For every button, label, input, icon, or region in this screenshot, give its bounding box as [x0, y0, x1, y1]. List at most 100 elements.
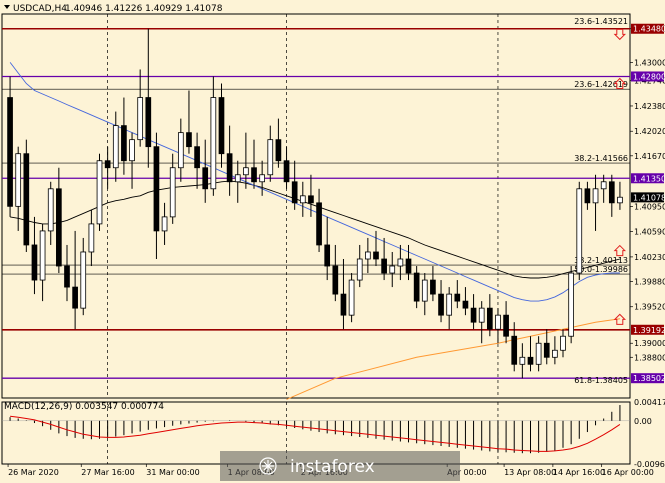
candle-body-32: [267, 139, 274, 176]
candle-27: [226, 125, 233, 196]
time-label-8: 16 Apr 00:00: [602, 468, 654, 477]
candle-body-50: [413, 272, 420, 302]
price-tick-10: 1.39520: [634, 303, 665, 312]
candle-body-16: [137, 97, 144, 141]
candle-22: [186, 90, 192, 154]
candle-body-25: [210, 97, 217, 190]
price-label-10: 1.38502: [633, 374, 665, 383]
arrows-layer: [613, 28, 627, 325]
candle-60: [495, 308, 501, 344]
arrow-up-icon-1: [613, 77, 627, 89]
time-label-2: 31 Mar 00:00: [146, 468, 199, 477]
candle-body-69: [568, 272, 574, 337]
price-label-2: 1.42800: [633, 72, 665, 81]
price-tick-11: 1.39000: [634, 339, 665, 348]
candle-body-1: [15, 153, 22, 207]
candle-7: [64, 244, 70, 302]
candle-38: [316, 188, 322, 252]
candle-body-17: [145, 97, 152, 148]
candle-body-29: [243, 167, 249, 176]
candle-body-54: [446, 293, 453, 316]
arrow-down-icon-0: [613, 28, 627, 41]
candle-body-74: [608, 181, 615, 204]
candle-body-33: [275, 139, 282, 162]
candle-46: [381, 237, 387, 281]
candle-49: [405, 244, 412, 281]
candles-layer: [7, 28, 623, 379]
candle-40: [332, 244, 339, 302]
price-label-box-0: [631, 23, 664, 34]
candle-72: [592, 174, 599, 231]
price-tick-1: 1.43000: [634, 58, 665, 67]
level-text-7: 38.2-1.40113: [574, 256, 628, 265]
chart-symbol: USDCAD,H4: [13, 4, 67, 14]
candle-body-73: [600, 181, 607, 190]
price-label-box-9: [631, 324, 664, 335]
candle-26: [218, 83, 225, 168]
candle-body-6: [56, 188, 62, 267]
candle-66: [543, 329, 550, 365]
candle-body-4: [39, 230, 46, 281]
price-tick-7: 1.40590: [634, 228, 665, 237]
candle-71: [584, 181, 591, 210]
candle-body-22: [186, 132, 192, 148]
candle-74: [608, 174, 615, 217]
candle-32: [267, 125, 274, 182]
candle-body-34: [283, 160, 290, 183]
candle-body-15: [129, 139, 135, 162]
candle-body-42: [348, 279, 355, 316]
candle-53: [438, 280, 444, 323]
candle-25: [210, 76, 217, 196]
price-label-box-5: [631, 173, 664, 184]
time-label-0: 26 Mar 2020: [8, 468, 59, 477]
candle-body-55: [454, 293, 461, 302]
candle-37: [308, 174, 314, 217]
candle-18: [153, 132, 160, 260]
candle-35: [291, 160, 298, 210]
candle-body-40: [332, 265, 339, 295]
candle-9: [80, 237, 87, 316]
candle-56: [462, 287, 469, 316]
time-label-6: 13 Apr 08:00: [504, 468, 556, 477]
candle-45: [373, 230, 379, 267]
arrow-up-icon-3: [613, 313, 627, 325]
candle-59: [486, 294, 493, 337]
candle-body-66: [543, 342, 550, 358]
price-label-box-2: [631, 71, 664, 82]
price-tick-4: 1.42020: [634, 127, 665, 136]
level-text-4: 38.2-1.41566: [574, 154, 628, 163]
candle-64: [527, 336, 534, 372]
price-tick-5: 1.41670: [634, 152, 665, 161]
candle-body-62: [511, 335, 518, 365]
chart-ohlc: 1.40946 1.41226 1.40929 1.41078: [65, 4, 223, 14]
candle-73: [600, 174, 607, 203]
candle-body-46: [381, 258, 387, 274]
ma-black-line: [10, 180, 621, 279]
candle-body-0: [7, 97, 13, 207]
candle-8: [72, 230, 78, 330]
candle-body-43: [356, 258, 363, 281]
candle-body-8: [72, 286, 78, 309]
candle-body-39: [324, 244, 331, 267]
candle-24: [202, 139, 209, 203]
dropdown-triangle-icon[interactable]: [4, 5, 10, 9]
price-label-5: 1.41350: [633, 174, 665, 183]
candle-3: [31, 216, 38, 295]
candle-44: [365, 237, 371, 274]
candle-body-47: [389, 265, 396, 274]
candle-6: [56, 167, 62, 274]
candle-body-36: [299, 195, 306, 204]
candle-42: [348, 273, 355, 323]
candle-31: [259, 160, 265, 196]
price-label-9: 1.39192: [633, 326, 665, 335]
candle-body-75: [617, 196, 623, 204]
candle-29: [243, 132, 249, 189]
candle-body-28: [234, 174, 241, 183]
candle-body-18: [153, 146, 160, 232]
candle-body-52: [430, 279, 436, 295]
candle-47: [389, 251, 396, 288]
price-label-box-10: [631, 373, 664, 384]
candle-61: [503, 301, 509, 344]
price-tick-6: 1.40950: [634, 202, 665, 211]
macd-signal-line: [10, 415, 621, 452]
